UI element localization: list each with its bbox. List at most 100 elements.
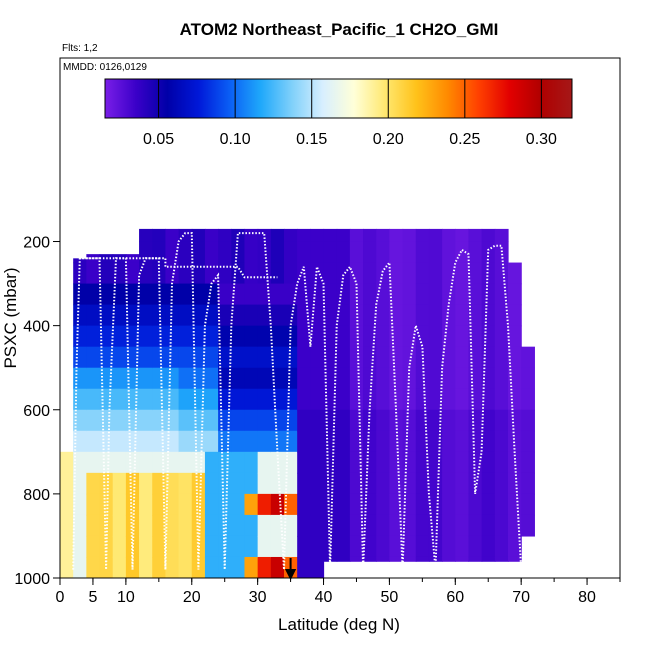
heatmap-cell — [86, 409, 101, 432]
heatmap-cell — [178, 409, 193, 432]
heatmap-cell — [297, 535, 311, 558]
x-tick-label: 60 — [446, 589, 464, 606]
latitude-marker-arrow — [284, 558, 297, 581]
heatmap-cell — [152, 241, 167, 264]
heatmap-cell — [349, 367, 364, 390]
heatmap-cell — [442, 325, 456, 348]
heatmap-cell — [336, 535, 351, 558]
heatmap-cell — [270, 535, 285, 558]
heatmap-cell — [204, 304, 219, 327]
heatmap-cell — [270, 228, 285, 243]
heatmap-cell — [178, 325, 193, 348]
heatmap-cell — [428, 262, 443, 285]
heatmap-cell — [99, 346, 114, 369]
heatmap-cell — [297, 514, 311, 537]
heatmap-cell — [481, 451, 496, 474]
heatmap-cell — [521, 367, 535, 390]
heatmap-cell — [336, 430, 351, 453]
heatmap-cell — [376, 430, 391, 453]
heatmap-cell — [231, 493, 246, 516]
heatmap-cell — [204, 325, 219, 348]
heatmap-cell — [415, 451, 430, 474]
heatmap-cell — [310, 367, 325, 390]
heatmap-cell — [508, 346, 522, 369]
heatmap-cell — [139, 430, 153, 453]
heatmap-cell — [244, 304, 259, 327]
heatmap-cell — [191, 514, 206, 537]
heatmap-cell — [402, 228, 417, 243]
heatmap-cell — [508, 535, 522, 558]
heatmap-cell — [244, 535, 259, 558]
heatmap-cell — [336, 346, 351, 369]
heatmap-cell — [310, 346, 325, 369]
heatmap-cell — [191, 556, 206, 578]
heatmap-cell — [402, 283, 417, 306]
heatmap-cell — [389, 325, 404, 348]
heatmap-cell — [231, 241, 246, 264]
heatmap-cell — [363, 304, 377, 327]
heatmap-cell — [139, 409, 153, 432]
heatmap-cell — [415, 241, 430, 264]
heatmap-cell — [125, 472, 140, 495]
heatmap-cell — [99, 283, 114, 306]
heatmap-cell — [363, 409, 377, 432]
heatmap-cell — [112, 514, 127, 537]
heatmap-cell — [139, 262, 153, 285]
heatmap-cell — [455, 472, 470, 495]
heatmap-cell — [152, 262, 167, 285]
heatmap-cell — [139, 472, 153, 495]
heatmap-cell — [415, 535, 430, 558]
heatmap-cell — [178, 388, 193, 411]
heatmap-cell — [165, 430, 180, 453]
heatmap-cell — [323, 346, 338, 369]
heatmap-cell — [284, 228, 298, 243]
heatmap-cell — [284, 325, 298, 348]
heatmap-cell — [152, 388, 167, 411]
heatmap-cell — [402, 346, 417, 369]
heatmap-cell — [415, 409, 430, 432]
heatmap-cell — [73, 367, 87, 390]
heatmap-cell — [468, 472, 483, 495]
heatmap-cell — [86, 325, 101, 348]
heatmap-cell — [428, 325, 443, 348]
heatmap-cell — [442, 535, 456, 558]
heatmap-cell — [204, 228, 219, 243]
heatmap-cell — [402, 493, 417, 516]
heatmap-cell — [257, 493, 272, 516]
heatmap-cell — [178, 472, 193, 495]
heatmap-cell — [244, 228, 259, 243]
heatmap-cell — [112, 535, 127, 558]
heatmap-cell — [231, 535, 246, 558]
heatmap-cell — [297, 556, 311, 578]
heatmap-cell — [349, 325, 364, 348]
heatmap-cell — [442, 430, 456, 453]
heatmap-cell — [257, 409, 272, 432]
heatmap-cell — [442, 304, 456, 327]
heatmap-cell — [218, 430, 232, 453]
heatmap-cell — [336, 367, 351, 390]
heatmap-cell — [191, 262, 206, 285]
heatmap-cell — [257, 430, 272, 453]
heatmap-cell — [73, 493, 87, 516]
heatmap-cell — [310, 262, 325, 285]
heatmap-cell — [165, 514, 180, 537]
heatmap-cell — [481, 556, 496, 562]
heatmap-cell — [152, 367, 167, 390]
heatmap-cell — [494, 304, 509, 327]
heatmap-cell — [428, 409, 443, 432]
heatmap-cell — [73, 346, 87, 369]
heatmap-cell — [191, 241, 206, 264]
heatmap-cell — [297, 493, 311, 516]
heatmap-cell — [178, 430, 193, 453]
heatmap-cell — [455, 325, 470, 348]
heatmap-cell — [521, 346, 535, 369]
heatmap-cell — [204, 514, 219, 537]
heatmap-cell — [468, 514, 483, 537]
heatmap-cell — [139, 325, 153, 348]
y-tick-label: 200 — [23, 235, 50, 252]
heatmap-cell — [297, 388, 311, 411]
heatmap-cell — [204, 388, 219, 411]
heatmap-cell — [204, 409, 219, 432]
heatmap-cell — [297, 451, 311, 474]
heatmap-cell — [310, 514, 325, 537]
